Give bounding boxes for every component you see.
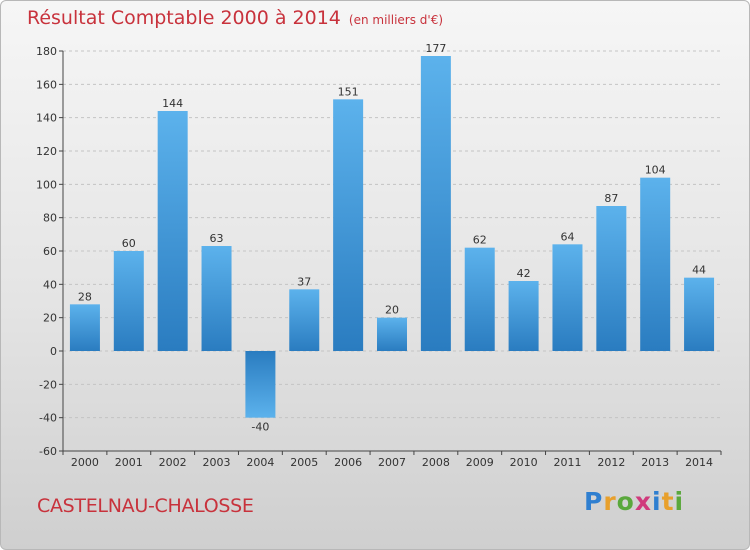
data-label-2004: -40	[251, 421, 269, 434]
logo-letter: i	[674, 487, 685, 516]
data-label-2011: 64	[560, 230, 574, 243]
data-label-2007: 20	[385, 304, 399, 317]
proxiti-logo: Proxiti	[584, 487, 684, 516]
bar-2009	[464, 247, 495, 351]
bar-2005	[289, 289, 320, 351]
logo-letter: o	[616, 487, 635, 516]
bar-2011	[552, 244, 583, 351]
x-tick-label: 2013	[641, 456, 669, 469]
bar-2006	[333, 99, 364, 351]
data-label-2006: 151	[338, 85, 359, 98]
x-tick-label: 2007	[378, 456, 406, 469]
data-label-2001: 60	[122, 237, 136, 250]
logo-letter: r	[603, 487, 617, 516]
axes	[59, 50, 722, 455]
bar-2010	[508, 281, 539, 351]
y-tick-label: 80	[43, 212, 57, 225]
x-tick-label: 2001	[115, 456, 143, 469]
chart-subtitle: (en milliers d'€)	[348, 13, 444, 27]
data-labels: 28 60 144 63 -40 37 151 20 177 62 42 64 87 104 44	[78, 42, 706, 434]
data-label-2002: 144	[162, 97, 183, 110]
x-tick-label: 2005	[290, 456, 318, 469]
y-tick-label: -20	[39, 378, 57, 391]
y-tick-label: -60	[39, 445, 57, 458]
data-label-2008: 177	[425, 42, 446, 55]
bar-2000	[69, 304, 100, 351]
data-label-2009: 62	[473, 234, 487, 247]
y-tick-label: 180	[36, 45, 57, 58]
y-tick-label: 0	[50, 345, 57, 358]
y-tick-label: -40	[39, 412, 57, 425]
bars	[69, 56, 715, 418]
x-tick-label: 2014	[685, 456, 713, 469]
x-tick-label: 2002	[159, 456, 187, 469]
y-tick-label: 160	[36, 78, 57, 91]
logo-letter: x	[634, 487, 652, 516]
x-tick-label: 2009	[466, 456, 494, 469]
chart-title: Résultat Comptable 2000 à 2014 (en millie…	[27, 7, 443, 29]
y-tick-label: 100	[36, 178, 57, 191]
bar-2014	[684, 277, 715, 351]
x-tick-label: 2012	[597, 456, 625, 469]
logo-letter: i	[652, 487, 662, 516]
logo-letter: P	[584, 487, 604, 516]
bar-2013	[640, 177, 671, 351]
y-tick-label: 40	[43, 278, 57, 291]
data-label-2012: 87	[604, 192, 618, 205]
data-label-2014: 44	[692, 264, 706, 277]
x-tick-label: 2000	[71, 456, 99, 469]
x-tick-label: 2011	[553, 456, 581, 469]
data-label-2005: 37	[297, 275, 311, 288]
bar-2004	[245, 351, 276, 418]
x-tick-label: 2003	[203, 456, 231, 469]
y-tick-label: 140	[36, 112, 57, 125]
bar-2003	[201, 246, 232, 351]
x-tick-label: 2010	[510, 456, 538, 469]
tick-labels: -60 -40 -20 0 20 40 60 80 100 120 140 160 180 2000 200…	[36, 45, 713, 469]
data-label-2000: 28	[78, 290, 92, 303]
bar-2002	[157, 111, 188, 351]
chart-title-text: Résultat Comptable 2000 à 2014	[27, 7, 341, 29]
bar-2008	[420, 56, 451, 351]
commune-name: CASTELNAU-CHALOSSE	[37, 495, 254, 517]
data-label-2013: 104	[645, 164, 666, 177]
y-tick-label: 120	[36, 145, 57, 158]
bar-2007	[377, 317, 407, 351]
logo-letter: t	[661, 487, 675, 516]
x-tick-label: 2008	[422, 456, 450, 469]
bar-2001	[113, 251, 144, 351]
data-label-2003: 63	[210, 232, 224, 245]
x-tick-label: 2004	[246, 456, 274, 469]
bar-2012	[596, 206, 627, 351]
data-label-2010: 42	[517, 267, 531, 280]
y-tick-label: 20	[43, 312, 57, 325]
y-tick-label: 60	[43, 245, 57, 258]
x-tick-label: 2006	[334, 456, 362, 469]
